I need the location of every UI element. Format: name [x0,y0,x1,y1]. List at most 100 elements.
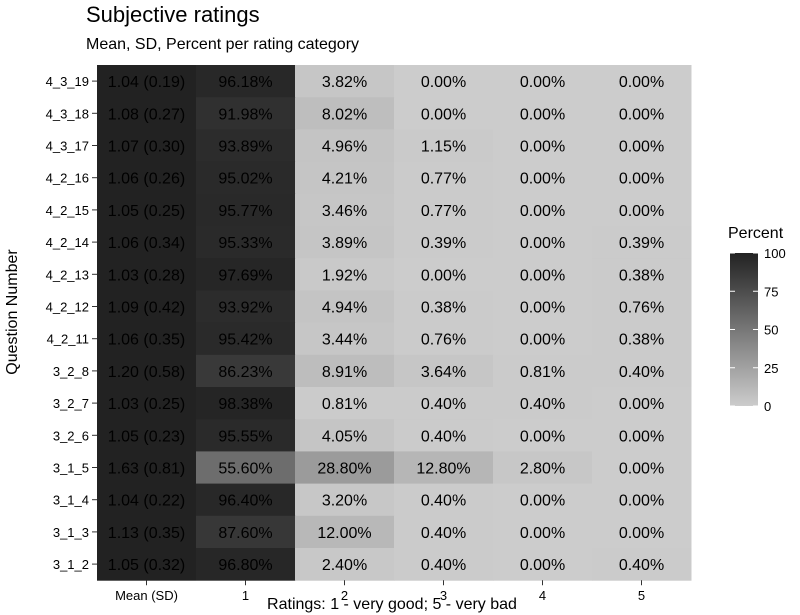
cell-label: 0.00% [619,203,664,220]
cell-label: 0.00% [520,139,565,156]
x-tick-label: Mean (SD) [115,588,178,603]
cell-label: 96.18% [218,74,272,91]
heatmap-cell [97,258,196,291]
cell-label: 0.00% [520,203,565,220]
heatmap-cell [196,451,296,485]
cell-label: 0.38% [619,332,664,349]
cell-label: 0.00% [619,461,664,478]
heatmap-cell [97,354,196,388]
cell-label: 3.44% [322,332,367,349]
y-tick-label: 4_2_16 [46,171,89,186]
x-tick-label: 4 [539,588,546,603]
y-tick-label: 3_1_3 [53,525,89,540]
cell-label: 1.07 (0.30) [108,139,185,156]
cell-label: 0.39% [619,235,664,252]
x-tick-label: 1 [242,588,249,603]
heatmap-cell [295,515,395,549]
heatmap-cell [97,161,196,195]
cell-label: 1.04 (0.19) [108,74,185,91]
heatmap-cell [295,97,395,130]
cell-label: 3.46% [322,203,367,220]
heatmap-cell [295,387,395,420]
cell-label: 0.00% [421,106,466,123]
heatmap-cell [493,451,593,485]
cell-label: 0.39% [421,235,466,252]
heatmap-cell [196,226,296,259]
legend-ticks: 0 25 50 75 100 [730,246,786,414]
y-tick-label: 4_2_15 [46,203,89,218]
heatmap-cell [97,515,196,549]
cell-label: 0.00% [520,525,565,542]
cell-label: 87.60% [218,525,272,542]
cell-label: 4.96% [322,139,367,156]
heatmap-cell [196,322,296,356]
cell-label: 95.55% [218,428,272,445]
heatmap-cell [196,548,296,581]
heatmap-cell [592,322,692,356]
cell-label: 0.00% [619,493,664,510]
heatmap-cell [394,193,494,227]
heatmap-cell [493,290,593,324]
heatmap-cell [592,548,692,581]
y-tick-label: 4_2_12 [46,300,89,315]
heatmap-cell [196,129,296,163]
heatmap-cell [196,419,296,452]
heatmap-cell [196,515,296,549]
cell-label: 1.08 (0.27) [108,106,185,123]
x-axis-title: Ratings: 1 - very good; 5 - very bad [267,596,517,613]
cell-label: 55.60% [218,461,272,478]
cell-label: 0.00% [619,106,664,123]
y-tick-label: 4_3_18 [46,106,89,121]
heatmap-cell [295,161,395,195]
cell-label: 96.40% [218,493,272,510]
y-tick-label: 3_2_6 [53,428,89,443]
heatmap-cell [493,161,593,195]
heatmap-cell [295,322,395,356]
heatmap-cell [493,515,593,549]
cell-label: 1.63 (0.81) [108,461,185,478]
cell-label: 8.02% [322,106,367,123]
cell-label: 0.40% [421,557,466,574]
heatmap-cell [97,65,196,98]
cell-label: 95.02% [218,171,272,188]
y-tick-label: 3_1_2 [53,557,89,572]
cell-label: 97.69% [218,267,272,284]
cell-label: 1.09 (0.42) [108,300,185,317]
heatmap-cell [592,97,692,130]
cell-label: 1.03 (0.28) [108,267,185,284]
y-tick-label: 4_3_17 [46,139,89,154]
cell-label: 0.00% [619,171,664,188]
cell-label: 0.00% [421,74,466,91]
cell-label: 1.05 (0.32) [108,557,185,574]
heatmap-cell [196,387,296,420]
heatmap-cell [295,193,395,227]
heatmap-cell [493,258,593,291]
cell-label: 0.00% [619,74,664,91]
x-tick-label: 5 [638,588,645,603]
cell-label: 1.06 (0.35) [108,332,185,349]
cell-label: 0.00% [619,139,664,156]
cell-label: 3.20% [322,493,367,510]
heatmap-cell [97,451,196,485]
cell-label: 1.04 (0.22) [108,493,185,510]
y-axis-title: Question Number [4,249,21,375]
x-tick-label: 3 [440,588,447,603]
heatmap-cell [295,483,395,517]
heatmap-cell [196,161,296,195]
heatmap-cell [493,322,593,356]
y-tick-label: 4_2_13 [46,267,89,282]
heatmap-cell [97,129,196,163]
heatmap-cell [592,129,692,163]
cell-label: 4.94% [322,300,367,317]
heatmap-cell [295,451,395,485]
x-axis-tick-labels: Mean (SD) 1 2 3 4 5 [115,580,645,603]
heatmap-cell [592,226,692,259]
heatmap-cell [493,129,593,163]
heatmap-cell [394,387,494,420]
y-tick-label: 3_2_7 [53,396,89,411]
heatmap-cell [196,258,296,291]
y-tick-label: 4_2_14 [46,235,89,250]
heatmap-cell [97,290,196,324]
cell-label: 0.00% [520,267,565,284]
